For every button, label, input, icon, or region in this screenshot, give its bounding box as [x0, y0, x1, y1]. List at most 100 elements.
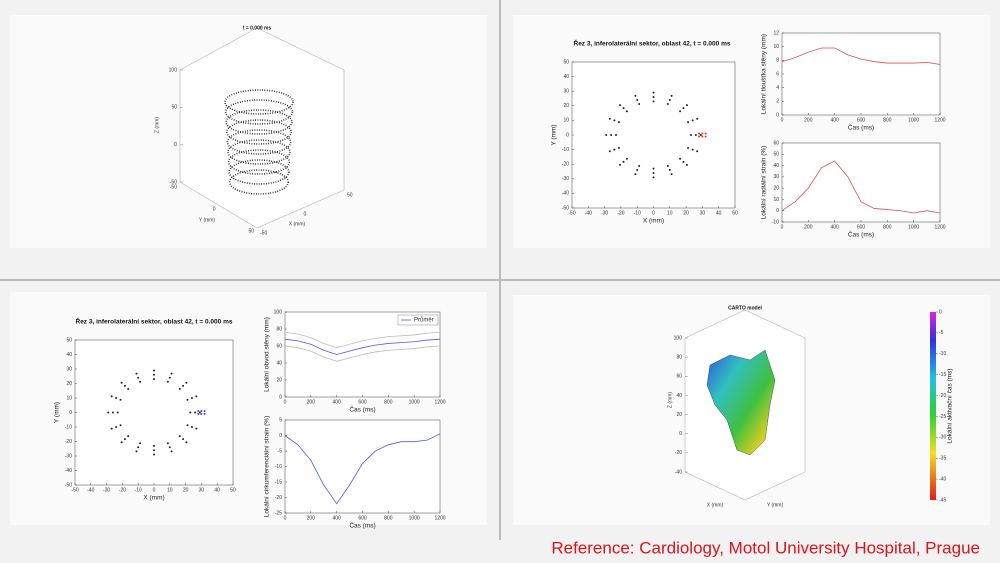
colorbar-label: Lokální aktivační čas (ms) [947, 368, 954, 443]
z-tick-label: 0 [679, 431, 682, 437]
ring [228, 159, 290, 185]
point [613, 119, 616, 122]
point [203, 412, 206, 415]
point [619, 163, 622, 166]
y-tick-label: -30 [65, 453, 72, 459]
legend-label: Průměr [414, 317, 434, 324]
point [622, 107, 625, 110]
x-axis-label: Čas (ms) [349, 521, 375, 530]
x-tick-label: 20 [183, 487, 189, 493]
plot-area [284, 419, 441, 514]
x-axis-label: Čas (ms) [349, 405, 375, 414]
y-tick-label: 10 [773, 197, 779, 203]
point [178, 435, 181, 438]
y-tick-label: 30 [773, 174, 779, 180]
point [652, 171, 655, 174]
y-tick-label: 50 [563, 59, 569, 65]
y-tick-label: 0 [279, 394, 282, 400]
point [698, 132, 701, 135]
point [622, 160, 625, 163]
point [652, 96, 655, 99]
y-tick-label: -10 [275, 464, 282, 470]
y-tick-label: -40 [562, 191, 569, 197]
colorbar-tick-label: -45 [939, 497, 946, 503]
point [652, 167, 655, 170]
x-tick-label: 1000 [409, 399, 420, 405]
x-tick-label: 0 [781, 117, 784, 123]
colorbar-tick-label: -40 [939, 476, 946, 482]
y-tick-label: 50 [773, 152, 779, 158]
point [135, 450, 138, 453]
y-tick-label: 40 [773, 163, 779, 169]
y-tick-label: 5 [279, 417, 282, 423]
y-tick-label: 40 [66, 352, 72, 358]
x-tick-label: -40 [585, 210, 592, 216]
y-tick-label: 0 [776, 208, 779, 214]
plot-area [571, 61, 736, 209]
colorbar-tick-label: -15 [939, 372, 946, 378]
x-tick-label: 600 [358, 399, 367, 405]
point [608, 117, 611, 120]
point [619, 104, 622, 107]
x-axis-label: X (mm) [707, 502, 724, 508]
y-tick-label: -10 [65, 424, 72, 430]
y-tick-label: -40 [65, 468, 72, 474]
point [153, 444, 155, 447]
z-axis-label: Z (mm) [667, 392, 673, 408]
point [685, 163, 688, 166]
x-tick-label: 50 [230, 487, 236, 493]
x-tick-label: 1200 [434, 515, 445, 521]
ring [224, 89, 294, 115]
y-tick-label: 20 [563, 103, 569, 109]
y-tick-label: 2 [776, 99, 779, 105]
colorbar-tick-label: -25 [939, 414, 946, 420]
x-tick-label: -50 [260, 230, 267, 236]
point [127, 435, 130, 438]
point [704, 135, 707, 138]
z-tick-label: 100 [674, 335, 683, 341]
x-tick-label: 50 [732, 210, 738, 216]
point [610, 134, 613, 136]
point [123, 384, 126, 387]
point [687, 146, 690, 149]
ring [226, 129, 292, 155]
x-tick-label: 0 [652, 210, 655, 216]
x-tick-label: 400 [332, 399, 341, 405]
point [198, 411, 201, 414]
y-tick-label: 0 [69, 410, 72, 416]
x-tick-label: 400 [332, 515, 341, 521]
point [153, 453, 155, 456]
point [115, 397, 118, 399]
y-tick-label: 40 [563, 74, 569, 80]
point [666, 164, 669, 167]
plot-area [781, 142, 941, 223]
point [186, 424, 189, 427]
z-tick-label: -40 [675, 469, 682, 475]
point [139, 442, 142, 445]
x-axis-label: Čas (ms) [848, 123, 874, 132]
point [137, 446, 140, 449]
x-tick-label: 600 [358, 515, 367, 521]
point [704, 132, 707, 135]
point [178, 387, 181, 390]
x-tick-label: 800 [384, 399, 393, 405]
point [685, 104, 688, 107]
point [652, 100, 655, 103]
point [634, 94, 637, 97]
point [200, 410, 203, 413]
y-tick-label: 10 [563, 118, 569, 124]
y-tick-label: -20 [65, 439, 72, 445]
colorbar-tick-label: -35 [939, 456, 946, 462]
line [284, 345, 441, 362]
point [652, 176, 655, 179]
x-tick-label: 50 [347, 192, 353, 198]
point [135, 372, 138, 375]
point [203, 410, 206, 413]
z-tick-label: 0 [174, 142, 177, 148]
y-tick-label: 30 [66, 366, 72, 372]
y-axis-label: Y (mm) [54, 402, 61, 423]
z-tick-label: 40 [676, 393, 682, 399]
point [605, 134, 608, 136]
point [608, 150, 611, 153]
y-tick-label: 60 [276, 343, 282, 349]
